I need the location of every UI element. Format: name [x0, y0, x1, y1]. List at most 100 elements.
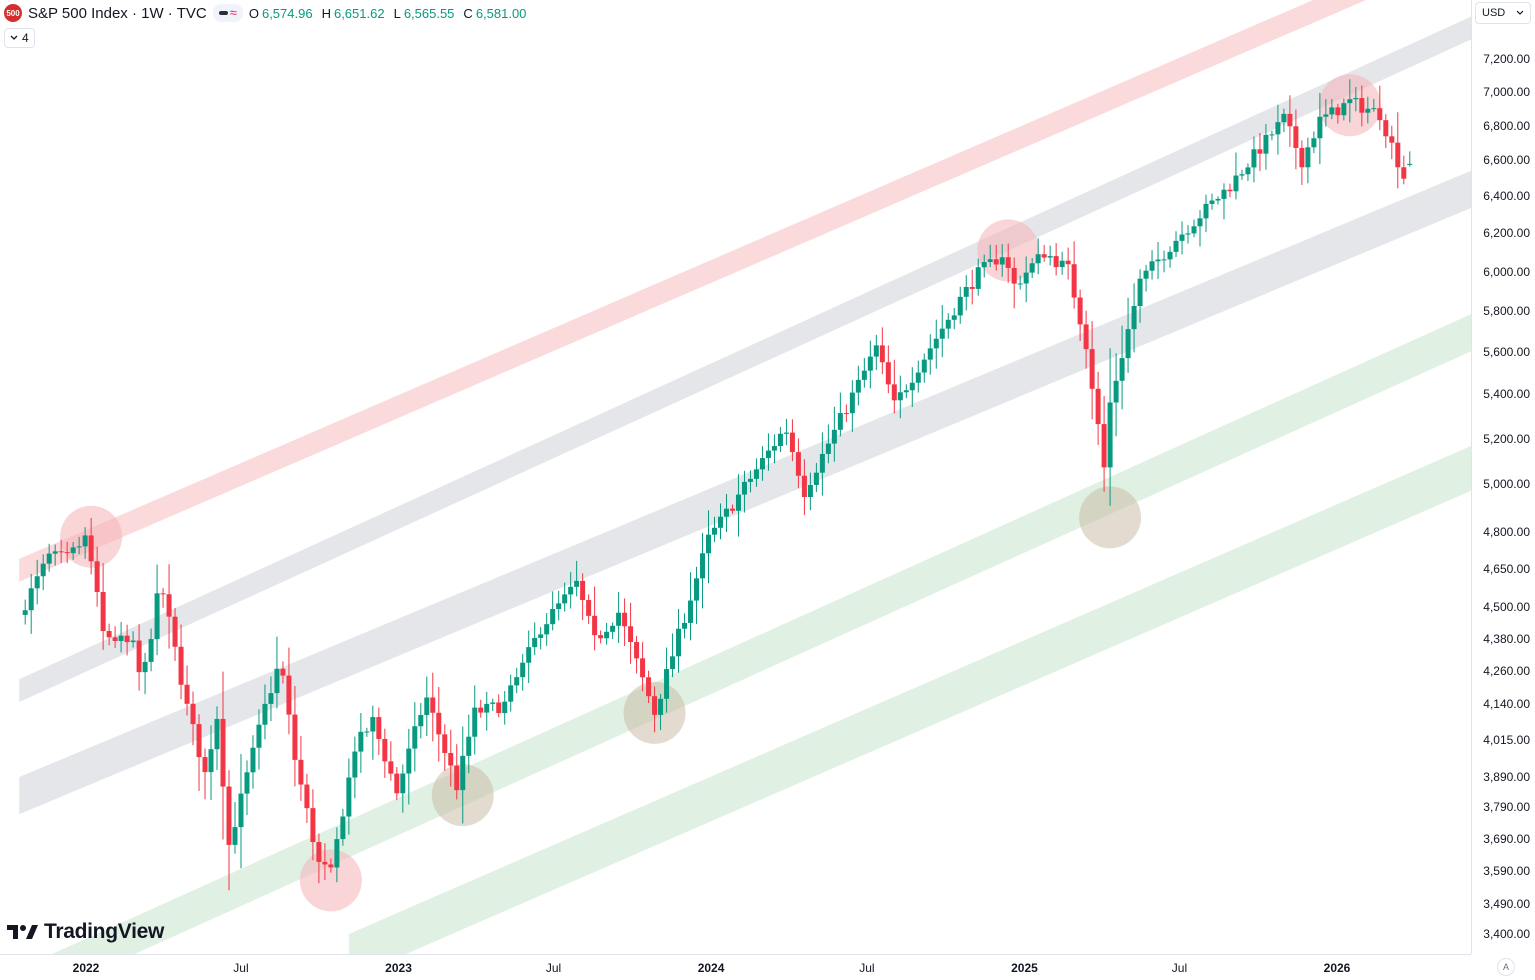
candle[interactable] [124, 624, 130, 656]
candle[interactable] [783, 418, 789, 446]
candle[interactable] [957, 286, 963, 324]
candle[interactable] [664, 647, 670, 713]
candle[interactable] [688, 572, 694, 641]
candle[interactable] [514, 667, 520, 694]
candle[interactable] [753, 458, 759, 487]
candle[interactable] [1083, 310, 1089, 369]
candle[interactable] [1095, 371, 1101, 445]
legend-toggle-buttons[interactable]: ≈ [212, 4, 243, 22]
indicators-collapse-button[interactable]: 4 [4, 28, 35, 48]
candle[interactable] [1185, 224, 1191, 244]
candle[interactable] [1167, 246, 1173, 268]
candle[interactable] [622, 598, 628, 647]
candle[interactable] [478, 699, 484, 718]
candle[interactable] [717, 503, 723, 540]
candle[interactable] [1371, 98, 1377, 112]
candle[interactable] [556, 590, 562, 621]
candle[interactable] [867, 340, 873, 389]
candle[interactable] [1107, 348, 1113, 506]
candle[interactable] [598, 630, 604, 644]
candle[interactable] [94, 546, 100, 607]
candle[interactable] [1029, 258, 1035, 279]
candle[interactable] [1269, 130, 1275, 141]
candle[interactable] [1407, 151, 1413, 167]
candle[interactable] [1347, 79, 1353, 123]
candle[interactable] [154, 564, 160, 656]
candle[interactable] [550, 591, 556, 631]
candle[interactable] [184, 665, 190, 716]
approx-icon[interactable]: ≈ [229, 5, 237, 20]
candle[interactable] [873, 334, 879, 370]
candle[interactable] [562, 582, 568, 612]
channel-band-gray[interactable] [19, 16, 1471, 703]
channel-band-red[interactable] [19, 0, 1471, 582]
price-axis[interactable]: 3,400.00 3,490.00 3,590.00 3,690.00 3,790.00… [1471, 0, 1535, 954]
candle[interactable] [640, 642, 646, 692]
candle[interactable] [1197, 209, 1203, 247]
candle[interactable] [1335, 103, 1341, 124]
candle[interactable] [819, 432, 825, 496]
candle[interactable] [202, 748, 208, 800]
candle[interactable] [1173, 231, 1179, 257]
candle[interactable] [274, 636, 280, 709]
candle[interactable] [196, 714, 202, 791]
candle[interactable] [1023, 256, 1029, 303]
candle[interactable] [172, 608, 178, 661]
candle[interactable] [1221, 183, 1227, 220]
candle[interactable] [813, 462, 819, 493]
candle[interactable] [64, 541, 70, 564]
candle[interactable] [298, 736, 304, 801]
candle[interactable] [244, 760, 250, 815]
candle[interactable] [885, 345, 891, 394]
candle[interactable] [1035, 238, 1041, 275]
candle[interactable] [765, 433, 771, 471]
candle[interactable] [1191, 219, 1197, 238]
candle[interactable] [945, 313, 951, 339]
candle[interactable] [610, 622, 616, 640]
candle[interactable] [538, 627, 544, 650]
candle[interactable] [526, 630, 532, 684]
candle[interactable] [676, 608, 682, 673]
candle[interactable] [969, 269, 975, 305]
candle[interactable] [1401, 155, 1407, 185]
candle[interactable] [837, 392, 843, 437]
candle[interactable] [352, 736, 358, 799]
candle[interactable] [28, 573, 34, 634]
candle[interactable] [700, 532, 706, 609]
candle[interactable] [190, 691, 196, 746]
candle[interactable] [502, 691, 508, 725]
candle[interactable] [855, 365, 861, 406]
candle[interactable] [1365, 96, 1371, 124]
candle[interactable] [1101, 395, 1107, 492]
candle[interactable] [1203, 194, 1209, 233]
candle[interactable] [1305, 137, 1311, 184]
candle[interactable] [1359, 85, 1365, 127]
candle[interactable] [166, 564, 172, 649]
candle[interactable] [70, 542, 76, 561]
candle[interactable] [364, 727, 370, 737]
candle[interactable] [628, 602, 634, 664]
candle[interactable] [22, 599, 28, 625]
candle[interactable] [604, 622, 610, 645]
tradingview-watermark[interactable]: TradingView [6, 920, 164, 944]
candle[interactable] [939, 305, 945, 358]
candle[interactable] [82, 527, 88, 559]
candle[interactable] [1317, 92, 1323, 165]
candle[interactable] [1089, 321, 1095, 420]
candle[interactable] [1149, 250, 1155, 280]
candle[interactable] [46, 543, 52, 572]
candle[interactable] [484, 691, 490, 731]
candle[interactable] [286, 647, 292, 735]
candle[interactable] [442, 724, 448, 771]
candle[interactable] [568, 572, 574, 609]
candle[interactable] [412, 702, 418, 772]
candle[interactable] [424, 676, 430, 736]
time-axis[interactable]: 2022 Jul 2023 Jul 2024 Jul 2025 Jul 2026 [0, 954, 1471, 980]
currency-selector[interactable]: USD [1475, 2, 1531, 24]
candle[interactable] [1113, 353, 1119, 437]
candle[interactable] [250, 735, 256, 789]
candle[interactable] [400, 764, 406, 813]
candle[interactable] [292, 685, 298, 787]
candle[interactable] [1155, 242, 1161, 280]
candle[interactable] [436, 687, 442, 762]
